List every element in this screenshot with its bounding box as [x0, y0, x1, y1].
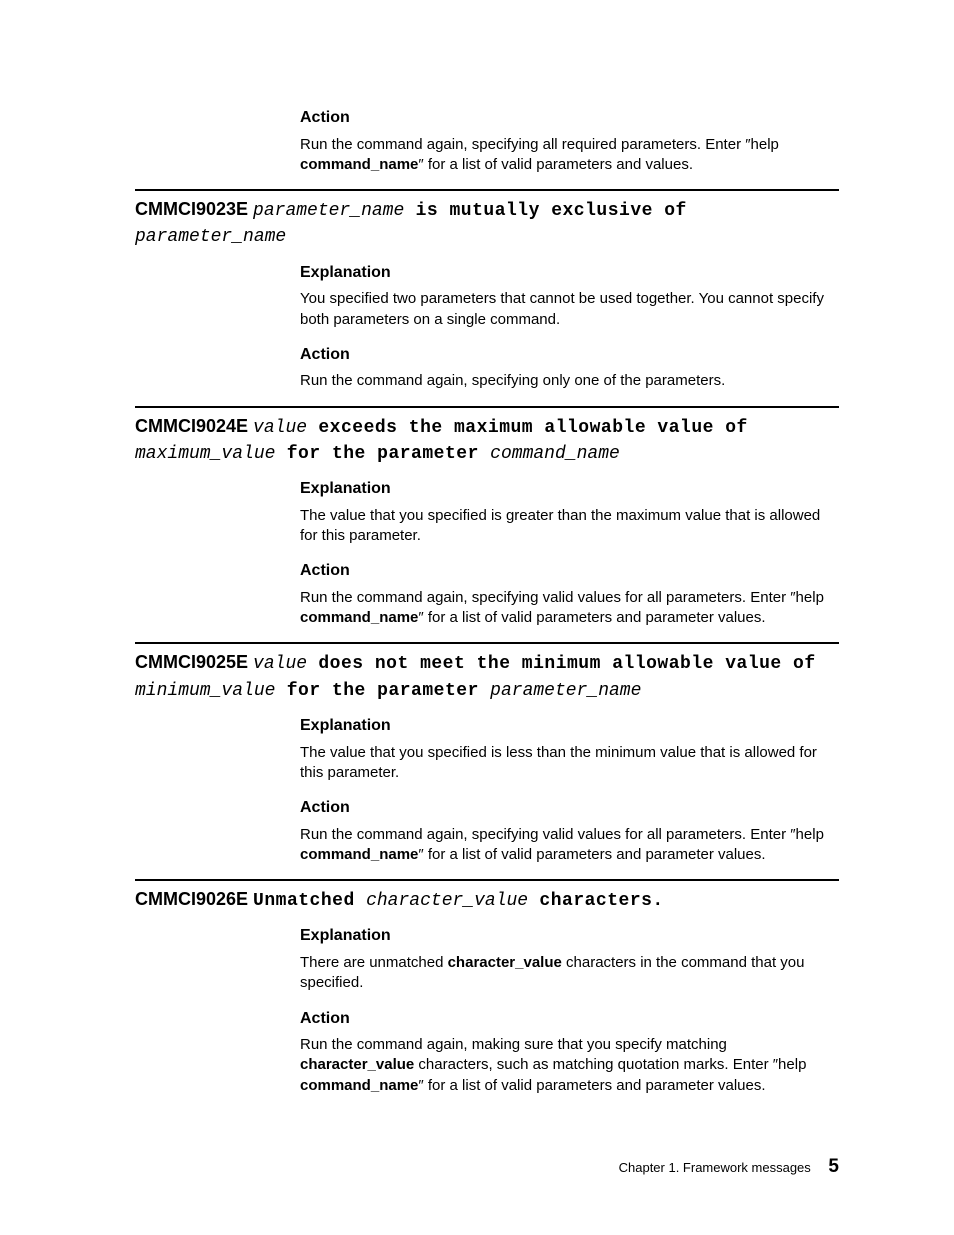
mono-bold: does not meet the minimum allowable valu… [307, 654, 816, 674]
mono-bold: exceeds the maximum allowable value of [307, 418, 748, 438]
action-paragraph: Run the command again, making sure that … [300, 1035, 839, 1096]
page-footer: Chapter 1. Framework messages 5 [619, 1154, 839, 1180]
mono-italic: parameter_name [490, 681, 641, 701]
mono-italic: parameter_name [253, 201, 404, 221]
message-code: CMMCI9023E [135, 199, 253, 219]
text: ″ for a list of valid parameters and par… [418, 846, 765, 863]
message-block: CMMCI9023E parameter_name is mutually ex… [135, 189, 839, 392]
text: Run the command again, specifying all re… [300, 136, 779, 153]
mono-italic: maximum_value [135, 444, 275, 464]
explanation-paragraph: The value that you specified is greater … [300, 506, 839, 547]
mono-bold: is mutually exclusive of [404, 201, 687, 221]
explanation-paragraph: There are unmatched character_value char… [300, 953, 839, 994]
text: ″ for a list of valid parameters and par… [418, 1077, 765, 1094]
bold-text: character_value [448, 954, 562, 971]
message-block: CMMCI9026E Unmatched character_value cha… [135, 879, 839, 1096]
message-code: CMMCI9025E [135, 652, 253, 672]
action-heading: Action [300, 1008, 839, 1030]
text: characters, such as matching quotation m… [414, 1056, 806, 1073]
message-title: CMMCI9024E value exceeds the maximum all… [135, 414, 839, 467]
mono-bold: for the parameter [275, 444, 490, 464]
text: ″ for a list of valid parameters and par… [418, 609, 765, 626]
mono-italic: command_name [490, 444, 620, 464]
mono-italic: parameter_name [135, 227, 286, 247]
message-title: CMMCI9026E Unmatched character_value cha… [135, 887, 839, 913]
message-block: CMMCI9025E value does not meet the minim… [135, 642, 839, 865]
bold-text: command_name [300, 609, 418, 626]
footer-chapter: Chapter 1. Framework messages [619, 1160, 811, 1175]
bold-text: command_name [300, 846, 418, 863]
divider [135, 879, 839, 881]
command-name: command_name [300, 156, 418, 173]
text: ″ for a list of valid parameters and val… [418, 156, 693, 173]
message-block: CMMCI9024E value exceeds the maximum all… [135, 406, 839, 629]
action-heading: Action [300, 344, 839, 366]
mono-italic: character_value [366, 891, 528, 911]
mono-bold: characters. [528, 891, 664, 911]
action-paragraph: Run the command again, specifying all re… [300, 135, 839, 176]
action-heading: Action [300, 560, 839, 582]
explanation-paragraph: The value that you specified is less tha… [300, 743, 839, 784]
text: There are unmatched [300, 954, 448, 971]
message-title: CMMCI9023E parameter_name is mutually ex… [135, 197, 839, 250]
action-heading: Action [300, 107, 839, 129]
message-body: Explanation You specified two parameters … [300, 262, 839, 392]
bold-text: command_name [300, 1077, 418, 1094]
page-number: 5 [828, 1156, 839, 1177]
mono-italic: value [253, 418, 307, 438]
action-heading: Action [300, 797, 839, 819]
text: Run the command again, specifying valid … [300, 589, 824, 606]
message-code: CMMCI9024E [135, 416, 253, 436]
divider [135, 642, 839, 644]
explanation-heading: Explanation [300, 925, 839, 947]
divider [135, 189, 839, 191]
text: Run the command again, making sure that … [300, 1036, 727, 1053]
action-paragraph: Run the command again, specifying only o… [300, 371, 839, 391]
mono-italic: value [253, 654, 307, 674]
text: Run the command again, specifying only o… [300, 372, 725, 389]
message-body: Explanation There are unmatched character… [300, 925, 839, 1095]
mono-bold: Unmatched [253, 891, 366, 911]
intro-section: Action Run the command again, specifying… [300, 107, 839, 175]
explanation-heading: Explanation [300, 715, 839, 737]
action-paragraph: Run the command again, specifying valid … [300, 825, 839, 866]
explanation-heading: Explanation [300, 262, 839, 284]
action-paragraph: Run the command again, specifying valid … [300, 588, 839, 629]
message-title: CMMCI9025E value does not meet the minim… [135, 650, 839, 703]
text: Run the command again, specifying valid … [300, 826, 824, 843]
mono-italic: minimum_value [135, 681, 275, 701]
divider [135, 406, 839, 408]
bold-text: character_value [300, 1056, 414, 1073]
explanation-paragraph: You specified two parameters that cannot… [300, 289, 839, 330]
mono-bold: for the parameter [275, 681, 490, 701]
explanation-heading: Explanation [300, 478, 839, 500]
message-body: Explanation The value that you specified … [300, 478, 839, 628]
message-code: CMMCI9026E [135, 889, 253, 909]
message-body: Explanation The value that you specified … [300, 715, 839, 865]
